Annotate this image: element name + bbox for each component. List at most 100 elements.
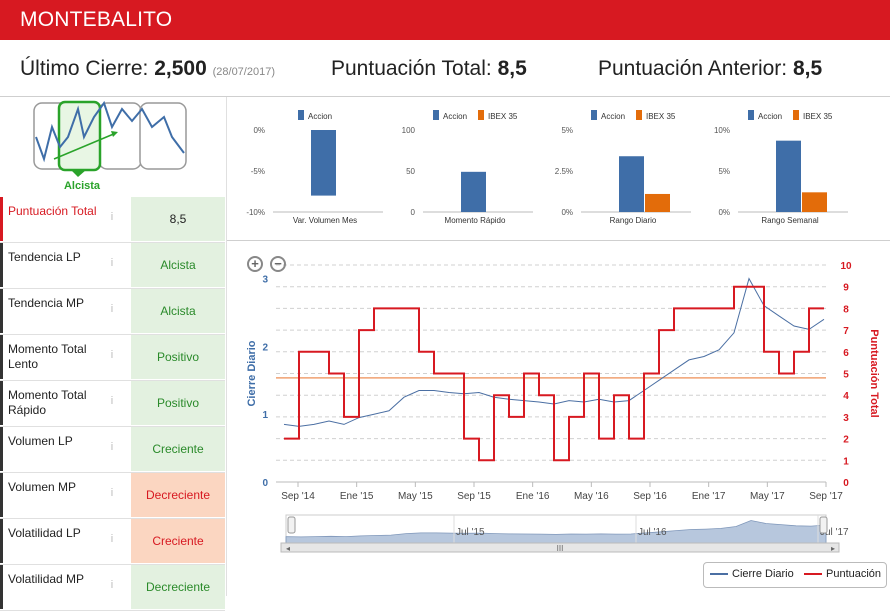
indicator-label: Volatilidad LP [0, 519, 110, 563]
x-tick-label: Sep '16 [633, 491, 667, 502]
bar-ibex-35 [645, 193, 670, 212]
page-title: MONTEBALITO [20, 8, 173, 31]
y-tick-label: 5% [561, 126, 573, 135]
x-tick-label: May '17 [750, 491, 785, 502]
legend-item-puntuacion[interactable]: Puntuación [804, 568, 881, 580]
previous-score: Puntuación Anterior: 8,5 [598, 57, 822, 81]
y2-tick-label: 4 [843, 391, 849, 402]
navigator-handle-left [287, 516, 296, 534]
legend-label: IBEX 35 [646, 112, 676, 121]
indicator-value: Decreciente [131, 565, 225, 609]
y2-tick-label: 1 [843, 456, 849, 467]
navigator-series [285, 520, 827, 544]
summary-bar: Último Cierre: 2,500 (28/07/2017) Puntua… [0, 40, 890, 97]
y-tick-label: -5% [251, 167, 265, 176]
y2-tick-label: 10 [840, 261, 852, 272]
mini-chart-rango-semanal: Accion IBEX 35 10% 5% 0% Rango Semanal [708, 105, 868, 235]
mini-chart-svg: Accion 0% -5% -10% Var. Volumen Mes [246, 110, 383, 225]
indicator-row-tendencia-lp: Tendencia LP i Alcista [0, 243, 225, 289]
last-close-value: 2,500 [154, 57, 207, 80]
y2-tick-label: 2 [843, 435, 849, 446]
navigator-label: Jul '17 [820, 527, 849, 538]
indicator-row-volatilidad-lp: Volatilidad LP i Creciente [0, 519, 225, 565]
bar-accion [461, 171, 486, 212]
y2-tick-label: 0 [843, 478, 849, 489]
legend-label: IBEX 35 [488, 112, 518, 121]
info-icon[interactable]: i [110, 211, 114, 223]
bar-accion [776, 140, 801, 212]
bar-accion [311, 130, 336, 196]
trend-icon: Alcista [33, 100, 187, 192]
navigator-label: Jul '15 [456, 527, 485, 538]
mini-chart-svg: Accion IBEX 35 100 50 0 Momento Rápido [402, 110, 533, 225]
indicator-row-momento-total-lento: Momento Total Lento i Positivo [0, 335, 225, 381]
y-tick-label: -10% [246, 208, 265, 217]
total-score-label: Puntuación Total: [331, 57, 492, 80]
indicator-value: Creciente [131, 519, 225, 563]
navigator-scrollbar-grip: III [557, 544, 564, 553]
indicator-label: Puntuación Total [0, 197, 110, 241]
y-tick-label: 0% [561, 208, 573, 217]
mini-chart-rango-diario: Accion IBEX 35 5% 2.5% 0% Rango Diario [551, 105, 711, 235]
x-tick-label: Ene '15 [340, 491, 374, 502]
x-tick-label: Sep '14 [281, 491, 315, 502]
info-icon[interactable]: i [110, 579, 114, 591]
legend-item-cierre[interactable]: Cierre Diario [710, 568, 794, 580]
indicator-value: Creciente [131, 427, 225, 471]
y-tick-label: 1 [262, 410, 268, 421]
indicator-row-tendencia-mp: Tendencia MP i Alcista [0, 289, 225, 335]
previous-score-label: Puntuación Anterior: [598, 57, 788, 80]
indicator-label: Tendencia LP [0, 243, 110, 287]
last-close: Último Cierre: 2,500 (28/07/2017) [20, 57, 275, 81]
indicator-value: Decreciente [131, 473, 225, 517]
x-tick-label: Sep '15 [457, 491, 491, 502]
scroll-right-icon: ▸ [831, 544, 835, 553]
column-divider [226, 97, 227, 596]
mini-chart-var-volumen: Accion 0% -5% -10% Var. Volumen Mes [243, 105, 403, 235]
info-icon[interactable]: i [110, 395, 114, 407]
indicator-value: Alcista [131, 289, 225, 333]
section-divider [227, 240, 890, 241]
last-close-date: (28/07/2017) [212, 66, 275, 78]
scroll-left-icon: ◂ [286, 544, 290, 553]
indicator-label: Momento Total Rápido [0, 381, 110, 425]
x-category-label: Momento Rápido [445, 216, 506, 225]
legend-swatch [591, 110, 597, 120]
mini-chart-svg: Accion IBEX 35 10% 5% 0% Rango Semanal [714, 110, 848, 225]
legend-label: Accion [308, 112, 332, 121]
legend-swatch [636, 110, 642, 120]
legend-swatch [478, 110, 484, 120]
y-tick-label: 2 [262, 342, 268, 353]
indicator-label: Tendencia MP [0, 289, 110, 333]
legend-label: Puntuación [826, 568, 882, 580]
legend-label: Cierre Diario [732, 568, 794, 580]
x-tick-label: Ene '17 [692, 491, 726, 502]
indicator-row-puntuacion-total: Puntuación Total i 8,5 [0, 197, 225, 243]
legend-swatch [793, 110, 799, 120]
legend-swatch [804, 573, 822, 576]
previous-score-value: 8,5 [792, 57, 823, 80]
total-score-value: 8,5 [497, 57, 527, 80]
y-tick-label: 0% [253, 126, 265, 135]
y2-tick-label: 8 [843, 304, 849, 315]
legend-label: Accion [601, 112, 625, 121]
y-tick-label: 0% [718, 208, 730, 217]
zoom-out-icon[interactable]: − [270, 256, 286, 272]
y-axis-title: Cierre Diario [246, 340, 258, 406]
info-icon[interactable]: i [110, 487, 114, 499]
info-icon[interactable]: i [110, 441, 114, 453]
info-icon[interactable]: i [110, 303, 114, 315]
info-icon[interactable]: i [110, 257, 114, 269]
y2-tick-label: 3 [843, 413, 849, 424]
zoom-in-icon[interactable]: + [247, 256, 263, 272]
bar-ibex-35 [802, 192, 827, 212]
indicator-row-volumen-mp: Volumen MP i Decreciente [0, 473, 225, 519]
info-icon[interactable]: i [110, 349, 114, 361]
x-tick-label: Ene '16 [516, 491, 550, 502]
x-category-label: Rango Semanal [761, 216, 819, 225]
bar-accion [619, 156, 644, 212]
legend-swatch [298, 110, 304, 120]
info-icon[interactable]: i [110, 533, 114, 545]
trend-label: Alcista [64, 180, 101, 192]
y2-axis-title: Puntuación Total [868, 329, 880, 417]
